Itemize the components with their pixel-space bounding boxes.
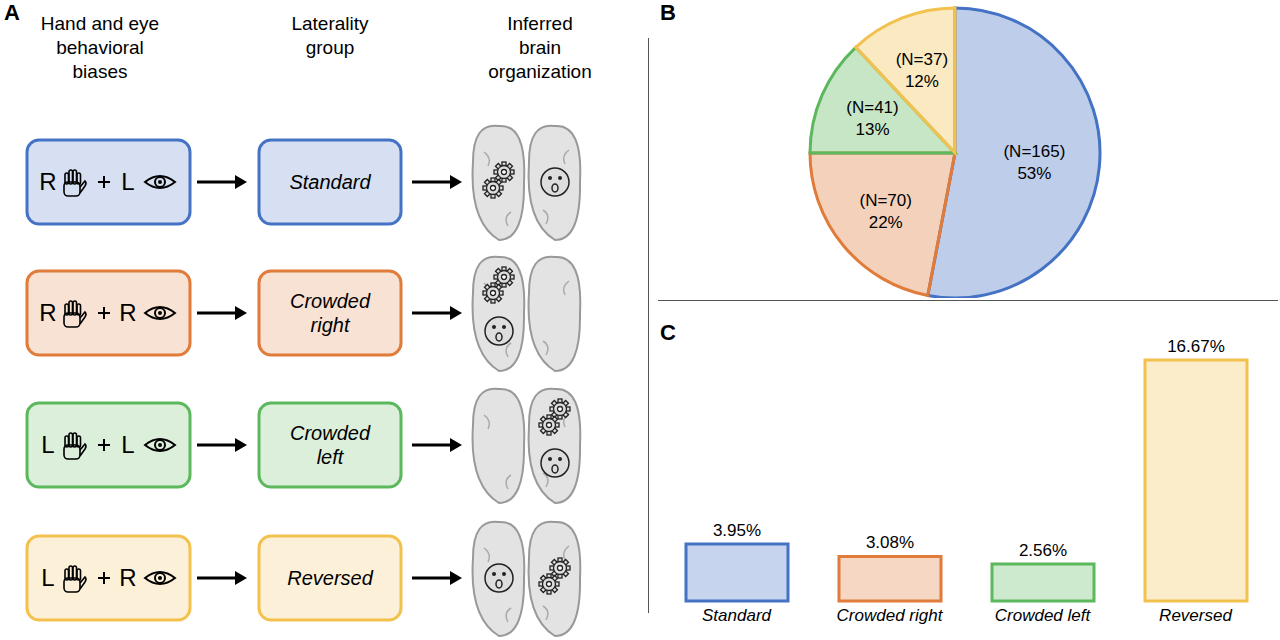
svg-text:Reversed: Reversed <box>287 567 373 589</box>
svg-text:(N=37)12%: (N=37)12% <box>896 50 948 91</box>
svg-text:Standard: Standard <box>289 171 371 193</box>
svg-text:R: R <box>119 299 136 326</box>
svg-text:L: L <box>41 564 54 591</box>
svg-text:L: L <box>41 431 54 458</box>
svg-text:Hand and eyebehavioralbiases: Hand and eyebehavioralbiases <box>41 13 159 82</box>
svg-text:16.67%: 16.67% <box>1167 337 1225 356</box>
html-text:C: C <box>660 320 676 345</box>
svg-text:Lateralitygroup: Lateralitygroup <box>291 13 369 58</box>
svg-text:Crowded right: Crowded right <box>837 606 944 625</box>
svg-text:R: R <box>39 299 56 326</box>
svg-text:(N=70)22%: (N=70)22% <box>860 191 912 232</box>
html-text:B: B <box>660 0 676 25</box>
svg-text:Crowdedleft: Crowdedleft <box>290 422 371 468</box>
svg-text:3.08%: 3.08% <box>866 533 914 552</box>
svg-text:Inferredbrainorganization: Inferredbrainorganization <box>488 13 592 82</box>
svg-text:L: L <box>121 431 134 458</box>
svg-text:Crowded left: Crowded left <box>995 606 1092 625</box>
svg-text:2.56%: 2.56% <box>1019 541 1067 560</box>
svg-text:R: R <box>39 168 56 195</box>
svg-text:R: R <box>119 564 136 591</box>
svg-text:Standard: Standard <box>702 606 772 625</box>
svg-text:Reversed: Reversed <box>1159 606 1232 625</box>
svg-text:A: A <box>8 0 20 25</box>
svg-text:3.95%: 3.95% <box>713 521 761 540</box>
svg-text:Crowdedright: Crowdedright <box>290 290 371 336</box>
svg-text:(N=41)13%: (N=41)13% <box>846 98 898 139</box>
svg-text:L: L <box>121 168 134 195</box>
svg-text:(N=165)53%: (N=165)53% <box>1003 142 1065 183</box>
